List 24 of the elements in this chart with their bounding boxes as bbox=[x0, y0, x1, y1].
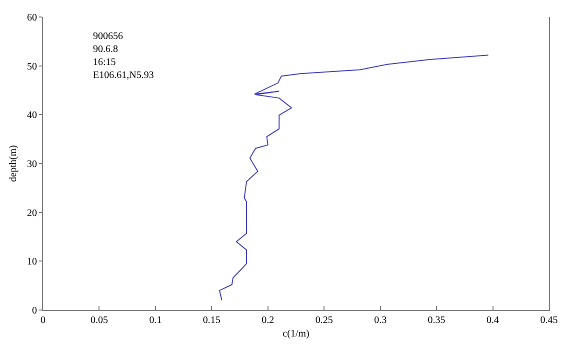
y-tick-label: 30 bbox=[27, 159, 37, 170]
x-tick-label: 0.25 bbox=[315, 315, 333, 326]
y-tick-label: 10 bbox=[27, 256, 37, 268]
y-tick-label: 60 bbox=[27, 12, 37, 24]
annotation: 16:15 bbox=[93, 57, 116, 68]
x-tick-label: 0.15 bbox=[202, 315, 220, 326]
y-tick-label: 0 bbox=[32, 306, 37, 316]
x-tick-label: 0.05 bbox=[90, 315, 108, 326]
x-tick-label: 0.4 bbox=[486, 315, 500, 326]
x-tick-label: 0 bbox=[40, 315, 46, 326]
y-axis-title: depth(m) bbox=[8, 145, 19, 182]
x-axis-title: c(1/m) bbox=[282, 328, 310, 340]
annotation: E106.61,N5.93 bbox=[93, 70, 154, 81]
annotation: 900656 bbox=[93, 31, 123, 42]
x-tick-label: 0.3 bbox=[374, 315, 387, 326]
y-tick-label: 40 bbox=[27, 110, 37, 122]
x-tick-label: 0.45 bbox=[540, 315, 558, 326]
x-tick-label: 0.1 bbox=[149, 315, 162, 326]
x-tick-label: 0.2 bbox=[262, 315, 274, 326]
y-tick-label: 20 bbox=[27, 208, 37, 219]
annotation: 90.6.8 bbox=[93, 44, 118, 55]
y-tick-label: 50 bbox=[27, 61, 37, 72]
line-series bbox=[219, 54, 489, 301]
x-tick-label: 0.35 bbox=[428, 315, 446, 326]
